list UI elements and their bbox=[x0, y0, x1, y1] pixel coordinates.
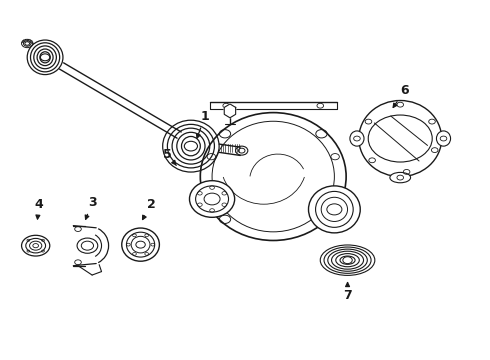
Ellipse shape bbox=[350, 131, 364, 146]
Text: 2: 2 bbox=[143, 198, 155, 220]
Ellipse shape bbox=[200, 113, 346, 240]
Ellipse shape bbox=[309, 186, 360, 233]
Ellipse shape bbox=[359, 100, 441, 176]
Text: 5: 5 bbox=[163, 148, 176, 166]
Text: 4: 4 bbox=[35, 198, 43, 219]
Text: 7: 7 bbox=[343, 283, 352, 302]
Ellipse shape bbox=[390, 172, 411, 183]
Text: 3: 3 bbox=[85, 196, 97, 219]
Polygon shape bbox=[224, 104, 236, 118]
Text: 6: 6 bbox=[393, 84, 409, 107]
Text: 1: 1 bbox=[196, 109, 209, 138]
Ellipse shape bbox=[437, 131, 451, 146]
Ellipse shape bbox=[190, 181, 235, 217]
